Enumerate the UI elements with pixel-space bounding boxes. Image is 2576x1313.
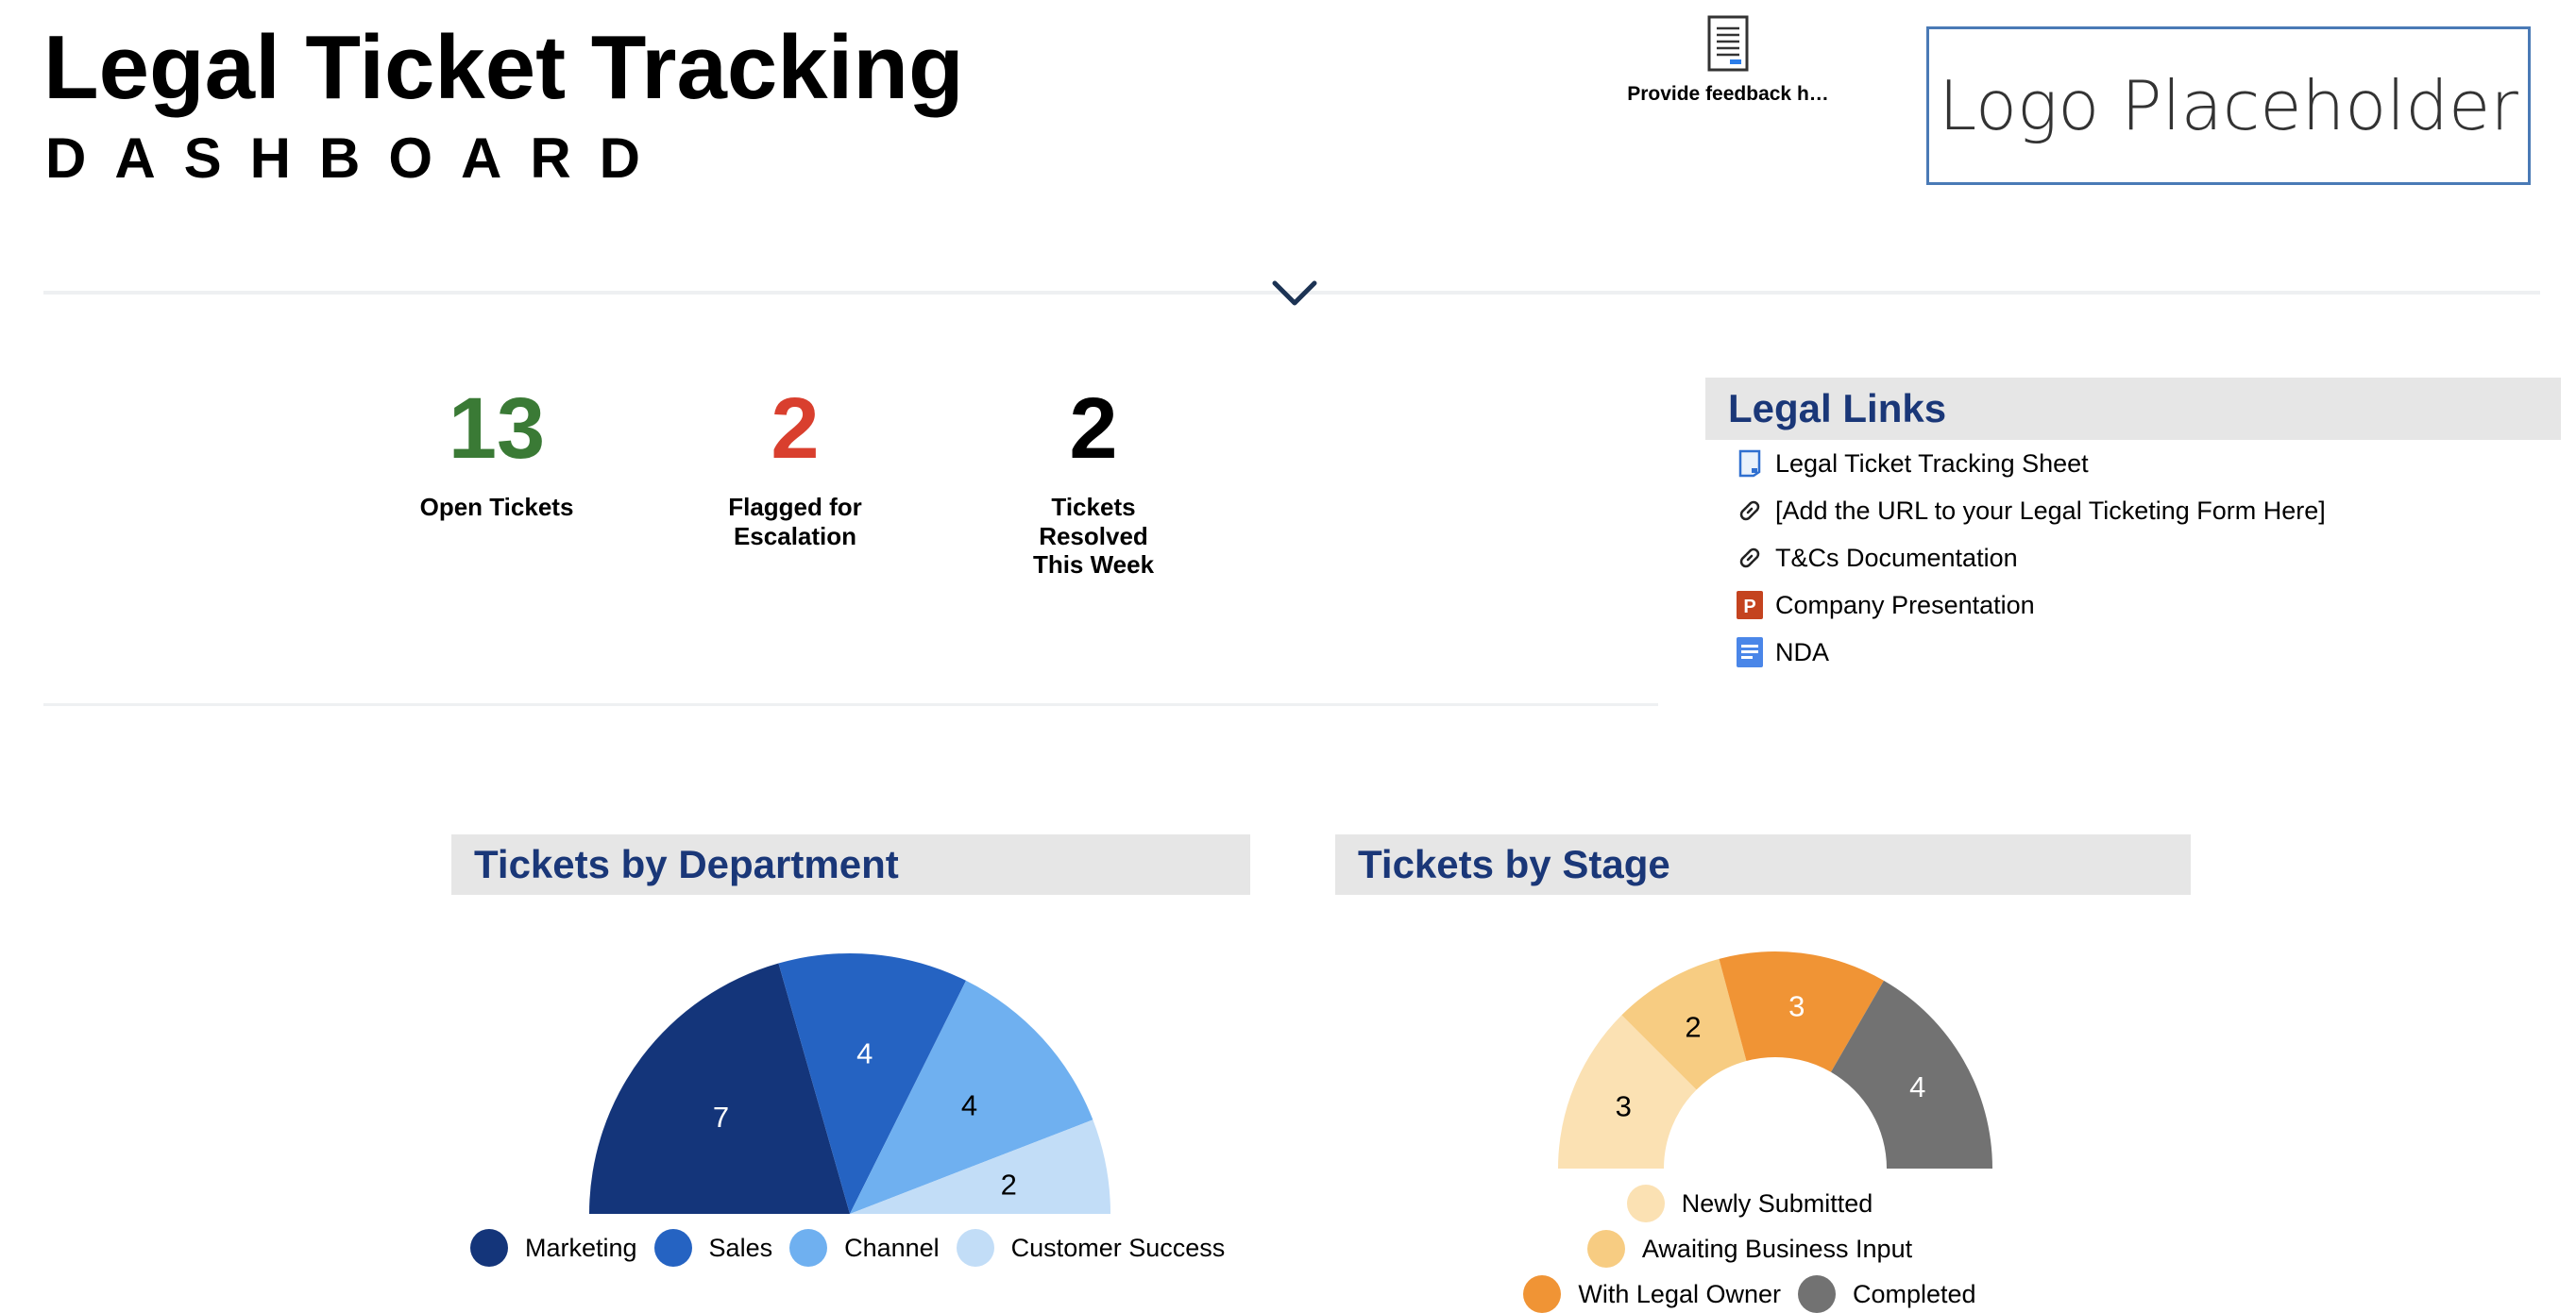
legal-links-header: Legal Links bbox=[1705, 378, 2561, 440]
form-icon bbox=[1707, 15, 1749, 72]
document-icon bbox=[1734, 636, 1766, 668]
link-icon bbox=[1734, 542, 1766, 574]
metric-label: Open Tickets bbox=[419, 493, 574, 521]
stage-half-donut-chart: 3 2 3 4 bbox=[1558, 951, 1992, 1169]
link-legal-ticket-tracking-sheet[interactable]: Legal Ticket Tracking Sheet bbox=[1734, 440, 2326, 487]
chart-slice-marketing[interactable] bbox=[589, 963, 850, 1214]
metric-value: 2 bbox=[771, 380, 820, 477]
metric-label: Tickets Resolved This Week bbox=[1032, 493, 1155, 580]
metric-label: Flagged for Escalation bbox=[728, 493, 862, 550]
link-company-presentation[interactable]: P Company Presentation bbox=[1734, 581, 2326, 629]
link-legal-ticketing-form[interactable]: [Add the URL to your Legal Ticketing For… bbox=[1734, 487, 2326, 534]
legend-item[interactable]: With Legal Owner bbox=[1523, 1275, 1781, 1313]
legend-label: Marketing bbox=[525, 1233, 637, 1262]
legend-swatch bbox=[1626, 1185, 1665, 1222]
legend-item[interactable]: Customer Success bbox=[956, 1229, 1226, 1267]
department-half-pie-chart: 7 4 4 2 bbox=[589, 953, 1110, 1214]
stage-chart-legend: Newly Submitted Awaiting Business Input Wi… bbox=[1456, 1185, 2060, 1313]
legend-item[interactable]: Completed bbox=[1798, 1275, 1976, 1313]
link-label: Company Presentation bbox=[1775, 590, 2035, 619]
logo-text: Logo Placeholder bbox=[1939, 66, 2518, 145]
chart-slice-with-legal-owner[interactable] bbox=[1719, 951, 1884, 1072]
legend-swatch bbox=[956, 1229, 994, 1267]
chart-data-label: 4 bbox=[961, 1089, 977, 1122]
chart-data-label: 2 bbox=[1685, 1010, 1701, 1043]
legend-swatch bbox=[789, 1229, 828, 1267]
legend-label: Awaiting Business Input bbox=[1641, 1234, 1913, 1263]
legal-links-list: Legal Ticket Tracking Sheet [Add the URL… bbox=[1734, 440, 2326, 676]
stage-chart-header: Tickets by Stage bbox=[1335, 834, 2191, 895]
legend-swatch bbox=[470, 1229, 508, 1267]
legend-item[interactable]: Channel bbox=[789, 1229, 940, 1267]
link-label: NDA bbox=[1775, 637, 1830, 666]
legend-item[interactable]: Marketing bbox=[470, 1229, 637, 1267]
svg-text:P: P bbox=[1743, 597, 1755, 617]
legend-swatch bbox=[1523, 1275, 1562, 1313]
legend-label: Channel bbox=[844, 1233, 940, 1262]
section-divider bbox=[43, 703, 1658, 706]
logo-placeholder: Logo Placeholder bbox=[1926, 26, 2531, 185]
legend-item[interactable]: Awaiting Business Input bbox=[1586, 1230, 1913, 1268]
chart-data-label: 3 bbox=[1788, 989, 1805, 1022]
stage-chart-title: Tickets by Stage bbox=[1358, 842, 1670, 886]
powerpoint-icon: P bbox=[1734, 589, 1766, 621]
legend-label: Sales bbox=[708, 1233, 773, 1262]
dashboard-subtitle: DASHBOARD bbox=[45, 126, 669, 190]
feedback-label: Provide feedback h… bbox=[1627, 83, 1829, 105]
section-divider bbox=[43, 291, 2540, 295]
chart-slice-sales[interactable] bbox=[778, 953, 967, 1214]
legend-label: With Legal Owner bbox=[1578, 1279, 1781, 1308]
legend-swatch bbox=[1798, 1275, 1836, 1313]
legend-label: Customer Success bbox=[1010, 1233, 1226, 1262]
chart-data-label: 4 bbox=[856, 1037, 873, 1070]
legend-swatch bbox=[653, 1229, 692, 1267]
link-icon bbox=[1734, 495, 1766, 527]
department-chart-legend: Marketing Sales Channel Customer Success bbox=[470, 1229, 1242, 1267]
chart-slice-newly-submitted[interactable] bbox=[1558, 1015, 1697, 1169]
chart-slice-completed[interactable] bbox=[1831, 980, 1992, 1169]
link-label: Legal Ticket Tracking Sheet bbox=[1775, 448, 2089, 478]
sheet-icon bbox=[1734, 447, 1766, 480]
legal-links-title: Legal Links bbox=[1728, 386, 1947, 430]
department-chart-header: Tickets by Department bbox=[451, 834, 1250, 895]
metric-resolved-this-week: 2 Tickets Resolved This Week bbox=[971, 385, 1216, 580]
link-label: [Add the URL to your Legal Ticketing For… bbox=[1775, 496, 2326, 525]
chart-slice-awaiting-business-input[interactable] bbox=[1621, 958, 1747, 1090]
chart-data-label: 3 bbox=[1616, 1089, 1632, 1122]
chart-data-label: 4 bbox=[1909, 1070, 1925, 1103]
metric-value: 2 bbox=[1069, 380, 1118, 477]
legend-label: Completed bbox=[1853, 1279, 1976, 1308]
feedback-button[interactable]: Provide feedback h… bbox=[1605, 15, 1851, 106]
chart-data-label: 7 bbox=[713, 1101, 729, 1134]
chart-data-label: 2 bbox=[1001, 1169, 1017, 1202]
chart-slice-customer-success[interactable] bbox=[850, 1119, 1110, 1214]
legend-label: Newly Submitted bbox=[1681, 1188, 1873, 1218]
link-nda[interactable]: NDA bbox=[1734, 629, 2326, 676]
legend-item[interactable]: Sales bbox=[653, 1229, 773, 1267]
legend-swatch bbox=[1586, 1230, 1625, 1268]
chevron-down-icon[interactable] bbox=[1271, 278, 1318, 310]
link-label: T&Cs Documentation bbox=[1775, 543, 2018, 572]
dashboard-title: Legal Ticket Tracking bbox=[43, 17, 964, 118]
metric-open-tickets: 13 Open Tickets bbox=[374, 385, 619, 522]
legend-item[interactable]: Newly Submitted bbox=[1626, 1185, 1873, 1222]
link-tcs-documentation[interactable]: T&Cs Documentation bbox=[1734, 534, 2326, 581]
metric-value: 13 bbox=[448, 380, 546, 477]
metric-flagged-escalation: 2 Flagged for Escalation bbox=[672, 385, 918, 550]
chart-slice-channel[interactable] bbox=[850, 980, 1093, 1214]
department-chart-title: Tickets by Department bbox=[474, 842, 899, 886]
